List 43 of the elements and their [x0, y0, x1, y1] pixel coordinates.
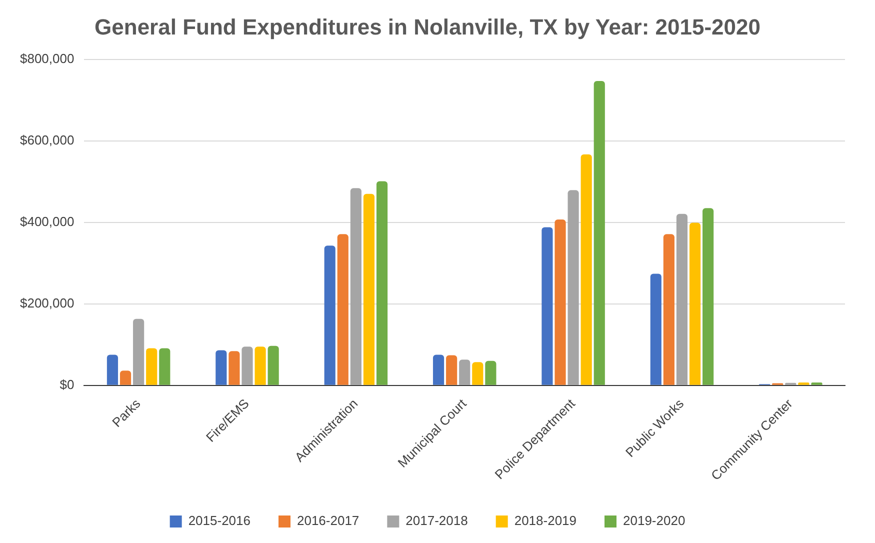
bar: [432, 354, 444, 385]
bar: [363, 194, 375, 385]
bar: [568, 190, 579, 385]
bar: [472, 362, 484, 385]
bar: [650, 274, 662, 385]
bar: [254, 346, 266, 385]
bar: [146, 348, 158, 385]
bar: [554, 220, 566, 385]
y-tick-label: $400,000: [20, 214, 74, 229]
bar: [120, 370, 132, 385]
chart-title: General Fund Expenditures in Nolanville, TX by Year: 2015-2020: [94, 14, 760, 40]
bar: [376, 181, 388, 385]
bar: [580, 154, 592, 385]
legend-label: 2015-2016: [188, 513, 250, 528]
y-tick-label: $800,000: [20, 50, 74, 66]
bar: [133, 318, 144, 385]
bar: [542, 227, 553, 385]
bar: [459, 360, 470, 385]
bar: [337, 234, 348, 385]
bar: [106, 354, 118, 385]
bar: [228, 351, 240, 385]
legend-label: 2016-2017: [296, 513, 360, 528]
y-tick-label: $200,000: [20, 295, 74, 310]
bar: [324, 246, 336, 385]
bar: [676, 214, 688, 385]
bar: [350, 188, 362, 385]
bar: [446, 355, 458, 385]
legend-label: 2018-2019: [514, 513, 577, 528]
legend-label: 2017-2018: [406, 513, 468, 528]
bar: [702, 208, 714, 385]
bar: [811, 382, 822, 385]
bar: [268, 346, 279, 385]
y-tick-label: $600,000: [20, 132, 74, 148]
bar: [159, 348, 170, 385]
bar: [242, 346, 253, 385]
bar: [798, 382, 810, 385]
bar: [663, 234, 674, 385]
legend-label: 2019-2020: [623, 513, 686, 528]
bar: [485, 360, 496, 385]
y-tick-label: $0: [60, 376, 74, 392]
bar: [689, 222, 701, 385]
bar: [594, 80, 605, 385]
bar: [216, 350, 227, 385]
